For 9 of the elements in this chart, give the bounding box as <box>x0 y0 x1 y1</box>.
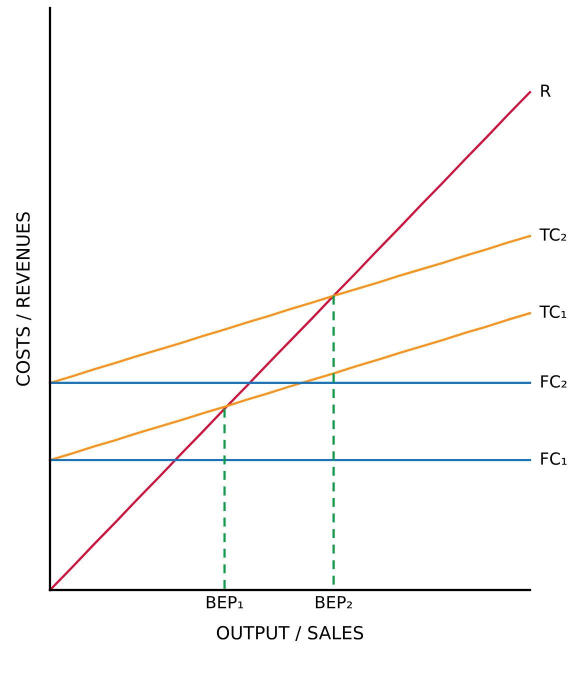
series-label: TC₁ <box>540 305 566 318</box>
y-axis-title: COSTS / REVENUES <box>16 212 32 386</box>
x-axis-title: OUTPUT / SALES <box>216 626 364 641</box>
x-tick-label: BEP₂ <box>316 596 352 608</box>
x-tick-label: BEP₁ <box>206 596 243 608</box>
series-label: R <box>541 84 551 97</box>
series-label: FC₂ <box>541 375 566 388</box>
series-label: FC₁ <box>541 452 567 465</box>
series-label: TC₂ <box>540 228 566 241</box>
